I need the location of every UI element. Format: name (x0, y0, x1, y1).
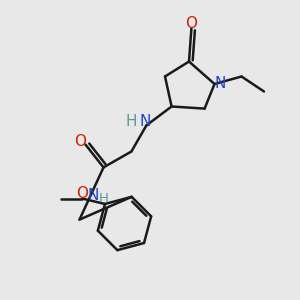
Text: H: H (126, 114, 137, 129)
Text: H: H (99, 192, 109, 206)
Text: O: O (74, 134, 86, 148)
Text: N: N (87, 188, 99, 202)
Text: O: O (76, 186, 88, 201)
Text: N: N (139, 114, 151, 129)
Text: O: O (185, 16, 197, 31)
Text: N: N (214, 76, 226, 92)
